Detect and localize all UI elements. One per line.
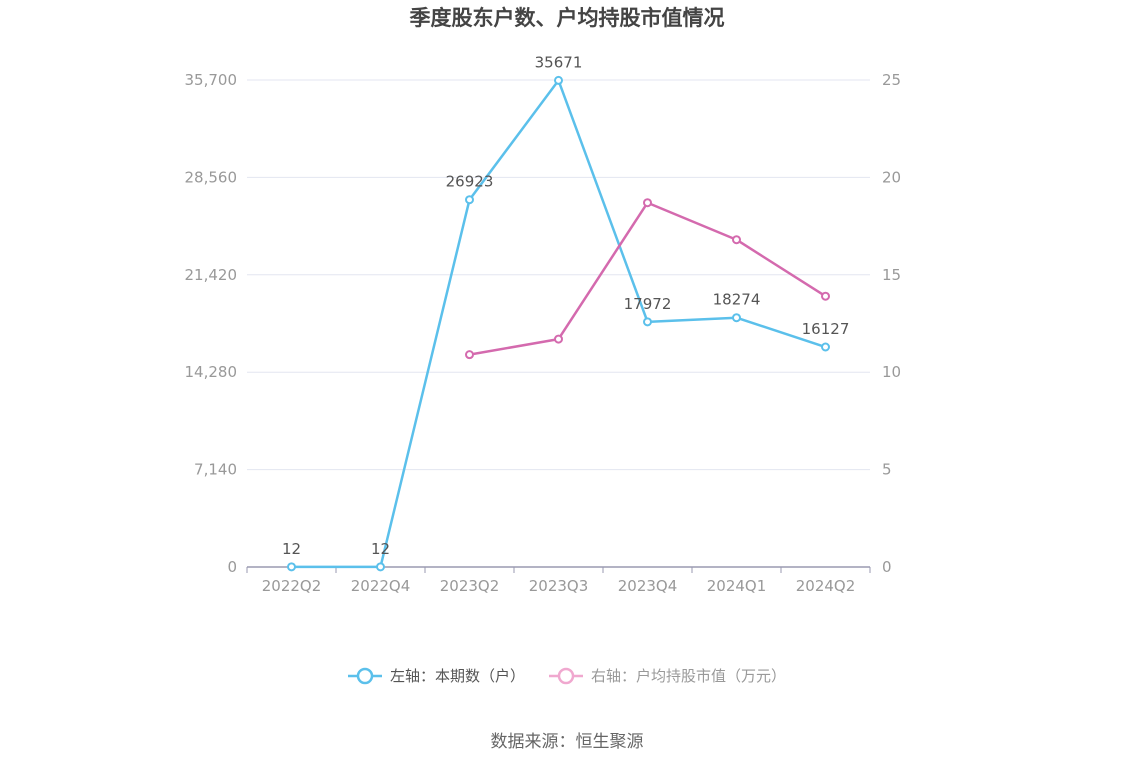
data-point	[732, 313, 741, 323]
legend-symbol-marker	[356, 667, 374, 685]
y-left-tick-label: 21,420	[185, 266, 238, 284]
y-left-tick-label: 14,280	[185, 363, 238, 381]
series-line	[469, 201, 827, 356]
data-label: 17972	[624, 295, 672, 313]
x-tick-label: 2023Q3	[529, 577, 589, 595]
data-label: 12	[282, 540, 301, 558]
legend-symbol-marker	[557, 667, 575, 685]
y-left-tick-label: 0	[227, 558, 237, 576]
data-point	[376, 562, 385, 572]
data-point	[287, 562, 296, 572]
legend-label: 左轴：本期数（户）	[390, 667, 525, 685]
data-point	[732, 235, 741, 245]
legend-label: 右轴：户均持股市值（万元）	[591, 667, 786, 685]
data-point	[554, 75, 563, 85]
y-left-tick-label: 35,700	[185, 71, 238, 89]
data-point	[465, 195, 474, 205]
y-right-tick-label: 10	[882, 363, 901, 381]
y-right-tick-label: 15	[882, 266, 901, 284]
y-right-tick-label: 5	[882, 461, 892, 479]
data-point	[465, 350, 474, 360]
x-tick-label: 2024Q1	[707, 577, 767, 595]
data-point	[821, 291, 830, 301]
y-right-tick-label: 25	[882, 71, 901, 89]
legend: 左轴：本期数（户） 右轴：户均持股市值（万元）	[348, 667, 786, 685]
data-label: 35671	[535, 53, 583, 71]
x-tick-label: 2023Q4	[618, 577, 678, 595]
axes: 0 0 7,140 5 14,280 10 21,420 15 28,560 20 35,700 25…	[185, 71, 902, 595]
data-label: 18274	[713, 291, 761, 309]
source-note: 数据来源：恒生聚源	[491, 732, 644, 752]
data-label: 12	[371, 540, 390, 558]
data-labels: 12 12 26923 35671 17972 18274 16127	[282, 53, 849, 557]
x-tick-label: 2023Q2	[440, 577, 500, 595]
chart-title: 季度股东户数、户均持股市值情况	[410, 6, 725, 30]
y-left-tick-label: 28,560	[185, 168, 238, 186]
data-point	[643, 198, 652, 208]
series-line	[291, 79, 826, 569]
series-group	[287, 75, 830, 572]
data-point	[554, 334, 563, 344]
data-label: 26923	[446, 173, 494, 191]
y-left-tick-label: 7,140	[194, 461, 237, 479]
x-tick-label: 2022Q4	[351, 577, 411, 595]
x-tick-label: 2022Q2	[262, 577, 322, 595]
y-right-tick-label: 20	[882, 168, 901, 186]
data-label: 16127	[802, 320, 850, 338]
data-point	[643, 317, 652, 327]
data-point	[821, 342, 830, 352]
grid-lines	[247, 79, 870, 471]
x-tick-label: 2024Q2	[796, 577, 856, 595]
y-right-tick-label: 0	[882, 558, 892, 576]
